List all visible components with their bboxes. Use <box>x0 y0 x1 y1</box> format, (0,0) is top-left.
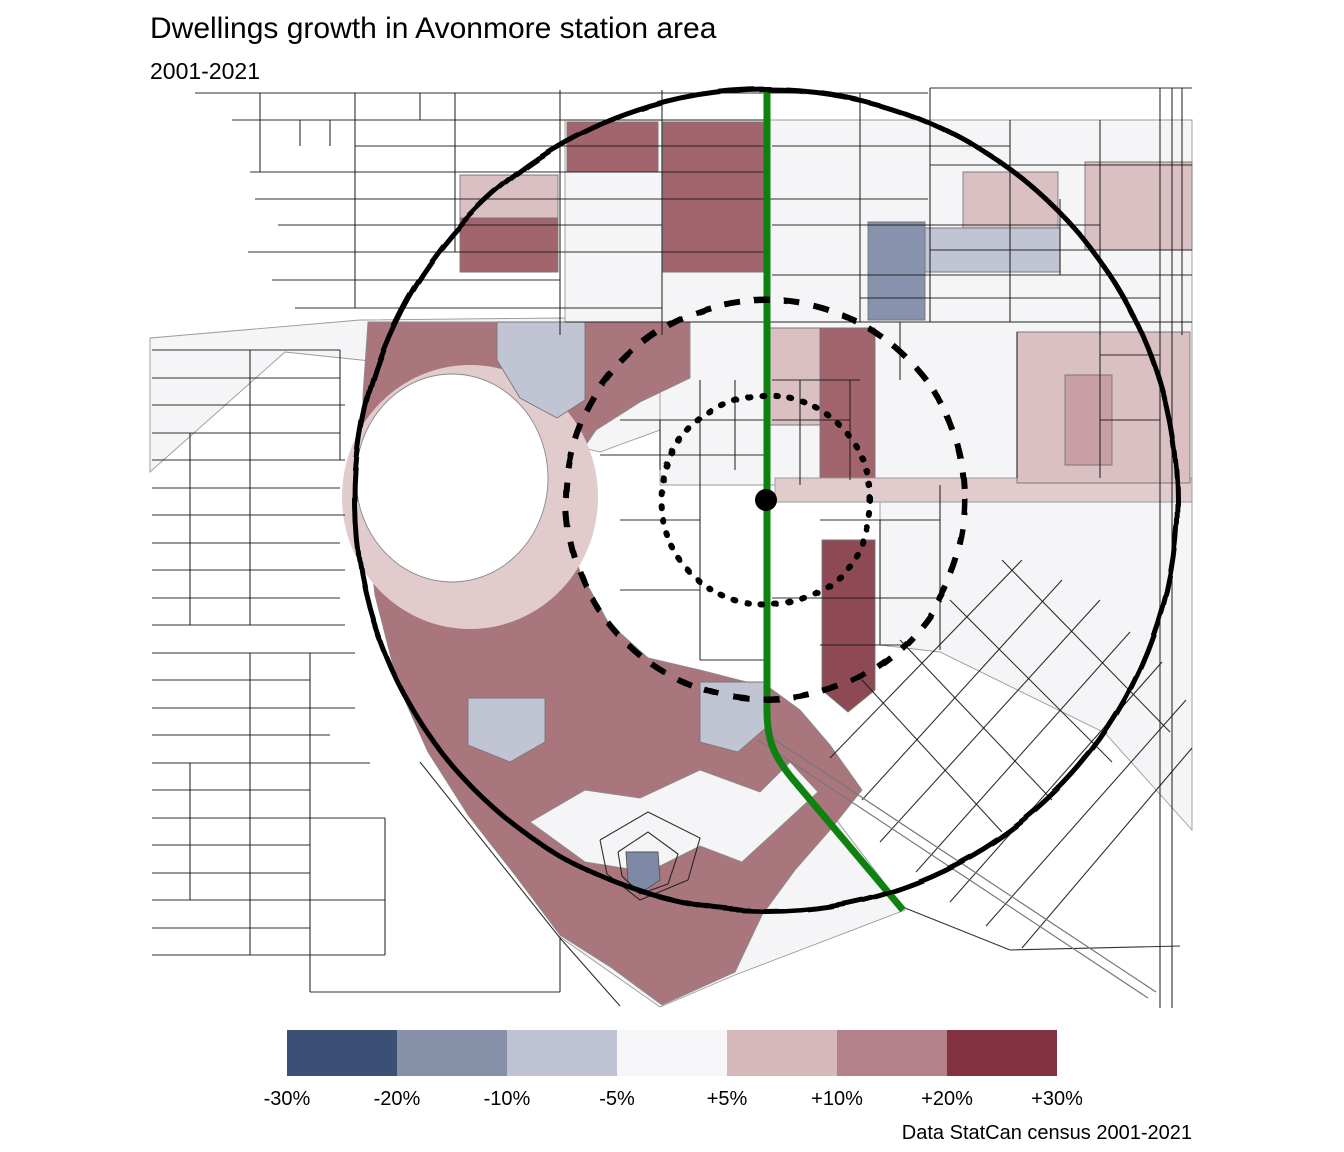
census-polygon <box>662 121 771 273</box>
census-polygon <box>867 221 926 321</box>
legend-label: -10% <box>483 1088 531 1110</box>
legend-swatch <box>507 1030 617 1076</box>
street-line <box>899 639 1053 801</box>
legend-label: +30% <box>1031 1088 1083 1110</box>
street-line <box>861 579 1063 801</box>
census-polygons-layer <box>149 119 1193 1008</box>
page-title: Dwellings growth in Avonmore station are… <box>150 12 717 45</box>
street-line <box>861 679 1003 833</box>
legend-swatch <box>727 1030 837 1076</box>
street-line <box>904 907 1181 951</box>
census-polygon <box>625 851 661 893</box>
street-line <box>985 699 1187 927</box>
census-polygon <box>821 539 876 713</box>
street-line <box>829 559 1023 759</box>
legend-label: -5% <box>599 1088 635 1110</box>
street-line <box>617 831 679 895</box>
rail-track-line <box>757 739 1149 999</box>
legend-label: +20% <box>921 1088 973 1110</box>
inner-buffer-ring <box>658 392 874 608</box>
legend-label: +5% <box>706 1088 748 1110</box>
legend-label: +10% <box>811 1088 863 1110</box>
station-point <box>755 489 777 511</box>
legend-label: -20% <box>373 1088 421 1110</box>
census-polygon <box>1084 161 1193 251</box>
street-line <box>1001 559 1171 733</box>
census-polygon <box>699 681 769 753</box>
street-line <box>915 631 1131 873</box>
street-network-layer <box>152 87 1193 1008</box>
station-point-layer <box>755 489 777 511</box>
page-subtitle: 2001-2021 <box>150 58 260 84</box>
outer-buffer-ring <box>352 86 1180 914</box>
data-source-caption: Data StatCan census 2001-2021 <box>901 1122 1192 1144</box>
street-line <box>1021 747 1193 949</box>
street-line <box>949 599 1113 763</box>
transit-line <box>763 88 906 913</box>
street-line <box>879 599 1101 843</box>
census-polygon <box>355 373 549 583</box>
legend-swatches <box>287 1030 1057 1076</box>
census-polygon <box>769 327 821 426</box>
legend-swatch <box>947 1030 1057 1076</box>
census-polygon <box>467 697 546 763</box>
street-line <box>599 811 701 901</box>
legend-labels: -30% -20% -10% -5% +5% +10% +20% +30% <box>232 1088 1112 1111</box>
legend-swatch <box>617 1030 727 1076</box>
legend-swatch <box>837 1030 947 1076</box>
transit-line-layer <box>763 88 906 913</box>
street-line <box>559 937 621 1007</box>
census-polygon <box>819 327 876 486</box>
census-polygon <box>459 217 559 273</box>
legend-label: -30% <box>263 1088 311 1110</box>
street-line <box>419 761 561 939</box>
census-polygon <box>566 121 659 173</box>
buffer-rings-layer <box>352 86 1180 914</box>
legend-swatch <box>397 1030 507 1076</box>
legend-swatch <box>287 1030 397 1076</box>
middle-buffer-ring <box>563 297 969 703</box>
